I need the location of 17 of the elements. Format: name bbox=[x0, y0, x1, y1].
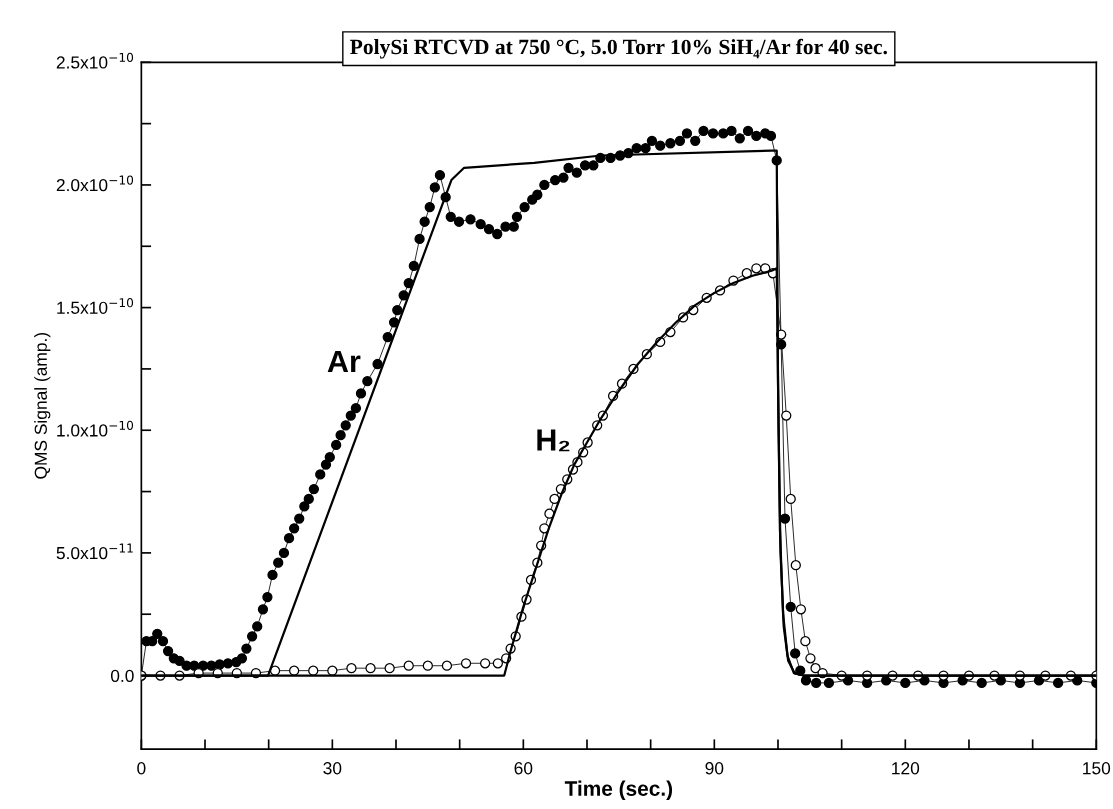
y-axis-title: QMS Signal (amp.) bbox=[34, 332, 51, 479]
y-tick-label: 2.0x10$^{−10}$ bbox=[56, 175, 134, 192]
x-tick-label: 150 bbox=[1083, 762, 1111, 775]
series-label: H₂ bbox=[537, 429, 570, 452]
x-tick-label: 30 bbox=[323, 762, 342, 775]
x-tick-label: 0 bbox=[137, 762, 146, 775]
y-tick-label: 1.5x10$^{−10}$ bbox=[57, 298, 134, 314]
y-tick-label: 2.5x10$^{−10}$ bbox=[56, 52, 134, 69]
y-tick-label: 0.0 bbox=[110, 669, 134, 683]
y-tick-label: 1.0x10$^{−10}$ bbox=[57, 420, 134, 437]
x-axis-title: Time (sec.) bbox=[564, 780, 673, 801]
series-label: Ar bbox=[327, 350, 361, 372]
x-tick-label: 60 bbox=[514, 762, 533, 775]
chart-title: PolySi RTCVD at 750 °C, 5.0 Torr 10% SiH₄/Ar for 40 sec. bbox=[350, 38, 887, 59]
y-tick-label: 5.0x10$^{−11}$ bbox=[56, 543, 133, 560]
x-tick-label: 120 bbox=[892, 762, 920, 775]
x-tick-label: 90 bbox=[705, 762, 724, 775]
